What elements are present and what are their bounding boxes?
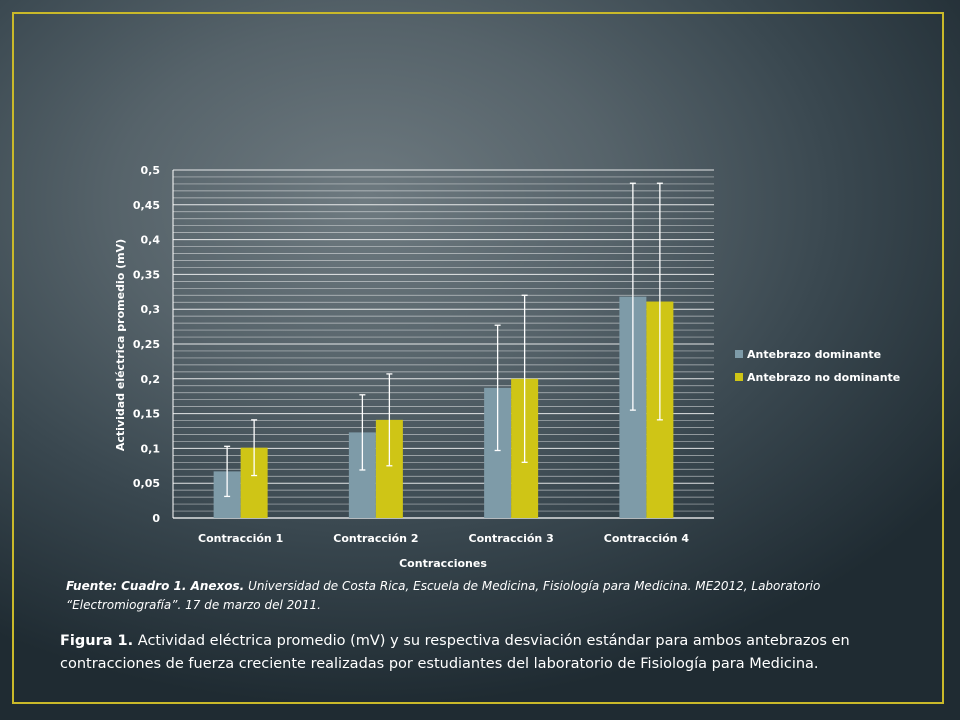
- caption-text: Actividad eléctrica promedio (mV) y su r…: [60, 633, 850, 672]
- x-tick-labels: Contracción 1 Contracción 2 Contracción 3 C…: [198, 532, 689, 545]
- y-tick-label: 0,2: [141, 373, 161, 386]
- error-bar: [251, 419, 258, 477]
- legend-swatch: [735, 373, 743, 381]
- error-bar: [656, 182, 663, 421]
- y-tick-label: 0,1: [141, 442, 161, 455]
- bar-chart: 0 0,05 0,1 0,15 0,2 0,25 0,3 0,35 0,4 0,45 0,5 Con…: [114, 164, 900, 570]
- error-bar: [386, 373, 393, 467]
- y-tick-labels: 0 0,05 0,1 0,15 0,2 0,25 0,3 0,35 0,4 0,45 0,5: [133, 164, 160, 525]
- slide-frame: [12, 12, 944, 704]
- y-tick-label: 0,25: [133, 338, 160, 351]
- figure-label: Figura 1.: [60, 633, 134, 649]
- error-bar: [521, 294, 528, 463]
- x-tick-label: Contracción 3: [469, 532, 554, 545]
- legend-label: Antebrazo no dominante: [747, 371, 900, 384]
- y-tick-label: 0,4: [141, 234, 161, 247]
- error-bar: [224, 445, 231, 498]
- figure-caption: Figura 1. Actividad eléctrica promedio (…: [60, 630, 920, 676]
- legend: Antebrazo dominante Antebrazo no dominant…: [735, 348, 900, 384]
- y-tick-label: 0,05: [133, 477, 160, 490]
- x-tick-label: Contracción 1: [198, 532, 283, 545]
- y-tick-label: 0: [152, 512, 160, 525]
- y-tick-label: 0,3: [141, 303, 161, 316]
- source-text: Universidad de Costa Rica, Escuela de Me…: [66, 579, 821, 612]
- legend-label: Antebrazo dominante: [747, 348, 881, 361]
- error-bar: [629, 182, 636, 411]
- error-bar: [494, 324, 501, 452]
- x-axis-title: Contracciones: [399, 557, 487, 570]
- source-label: Fuente: Cuadro 1. Anexos.: [66, 579, 245, 593]
- error-bar: [359, 394, 366, 471]
- y-axis-title: Actividad eléctrica promedio (mV): [114, 239, 127, 451]
- x-tick-label: Contracción 2: [333, 532, 418, 545]
- error-bars: [224, 182, 663, 498]
- source-note: Fuente: Cuadro 1. Anexos. Universidad de…: [66, 577, 906, 615]
- y-tick-label: 0,15: [133, 408, 160, 421]
- y-tick-label: 0,45: [133, 199, 160, 212]
- y-tick-label: 0,5: [141, 164, 161, 177]
- x-tick-label: Contracción 4: [604, 532, 690, 545]
- y-tick-label: 0,35: [133, 268, 160, 281]
- legend-swatch: [735, 350, 743, 358]
